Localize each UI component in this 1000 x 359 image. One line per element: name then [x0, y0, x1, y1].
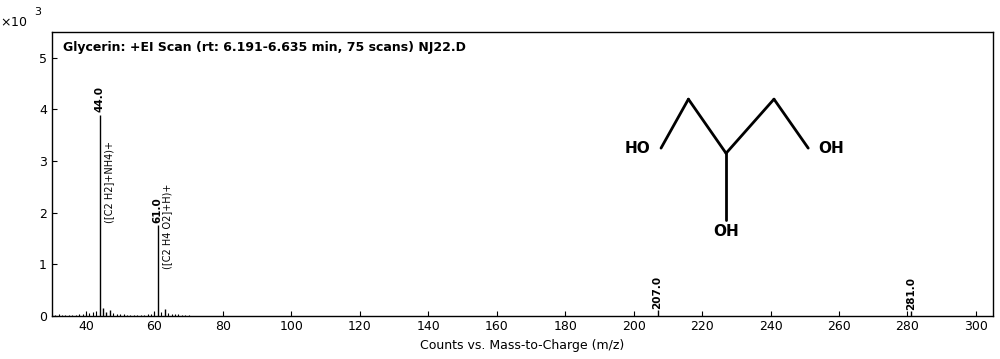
Text: OH: OH	[818, 141, 844, 155]
Text: 281.0: 281.0	[906, 277, 916, 310]
Text: HO: HO	[625, 141, 651, 155]
Text: ([C2 H2]+NH4)+: ([C2 H2]+NH4)+	[104, 141, 114, 223]
Text: 207.0: 207.0	[653, 276, 663, 309]
Text: Glycerin: +EI Scan (rt: 6.191-6.635 min, 75 scans) NJ22.D: Glycerin: +EI Scan (rt: 6.191-6.635 min,…	[63, 41, 466, 53]
Text: 61.0: 61.0	[153, 197, 163, 223]
Text: 44.0: 44.0	[95, 86, 105, 112]
Text: ([C2 H4 O2]+H)+: ([C2 H4 O2]+H)+	[162, 184, 172, 269]
Text: $\times$10: $\times$10	[0, 16, 28, 29]
Text: 3: 3	[34, 6, 41, 17]
Text: OH: OH	[713, 224, 739, 239]
X-axis label: Counts vs. Mass-to-Charge (m/z): Counts vs. Mass-to-Charge (m/z)	[420, 339, 625, 352]
